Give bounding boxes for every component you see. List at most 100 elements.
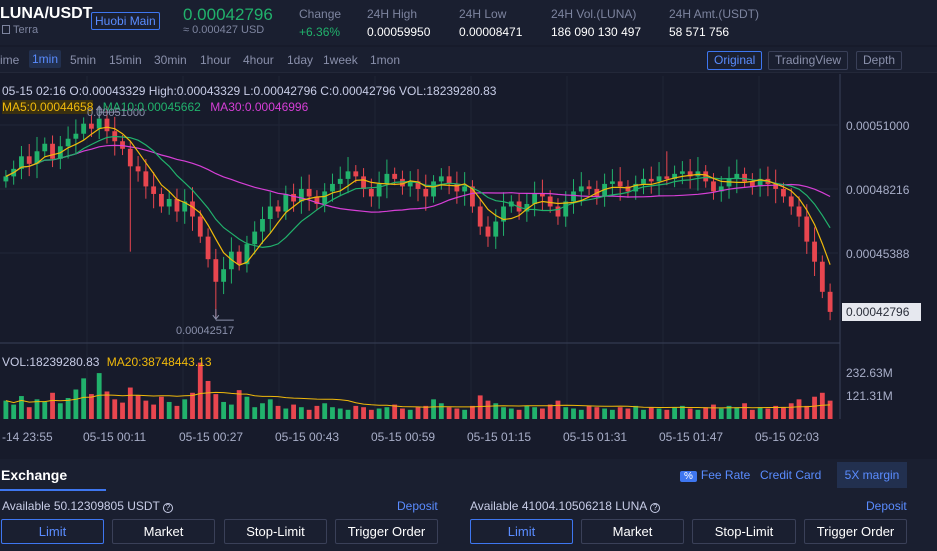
view-depth-button[interactable]: Depth	[856, 51, 903, 70]
candle	[104, 118, 110, 132]
candle	[345, 171, 351, 179]
volume-bar	[788, 403, 794, 419]
interval-5min[interactable]: 5min	[70, 53, 97, 67]
network-name: Terra	[13, 24, 39, 36]
volume-bar	[656, 408, 662, 419]
volume-bar	[648, 407, 654, 419]
volume-bar	[158, 396, 164, 419]
buy-market-tab[interactable]: Market	[112, 519, 215, 544]
market-header	[0, 0, 937, 45]
exchange-panel	[0, 459, 937, 551]
interval-1hour[interactable]: 1hour	[200, 53, 231, 67]
high-marker: 0.00051000	[87, 107, 146, 119]
candle	[625, 186, 631, 192]
interval-time[interactable]: ime	[0, 53, 20, 67]
candle	[81, 123, 87, 134]
candle	[454, 183, 460, 192]
interval-1week[interactable]: 1week	[323, 53, 358, 67]
view-tradingview-button[interactable]: TradingView	[768, 51, 849, 70]
volume-bar	[578, 409, 584, 419]
low-marker: 0.00042517	[176, 325, 235, 337]
candle	[260, 219, 265, 232]
volume-bar	[687, 408, 693, 419]
stat-value: 0.00008471	[459, 25, 523, 39]
interval-1day[interactable]: 1day	[287, 53, 314, 67]
fee-rate-link[interactable]: % Fee Rate	[680, 468, 750, 482]
volume-bar	[3, 400, 9, 419]
exchange-tab[interactable]: Exchange	[0, 459, 106, 491]
vol-ma20-label: MA20:38748443.13	[106, 355, 212, 369]
volume-bar	[135, 395, 141, 419]
volume-bar	[228, 404, 234, 419]
candle	[205, 236, 211, 260]
volume-bar	[244, 396, 250, 419]
stat-change: Change +6.36%	[299, 7, 341, 39]
ma5-label: MA5:0.00044658	[2, 100, 94, 114]
volume-bar	[213, 394, 219, 419]
candle	[485, 226, 491, 237]
candle	[291, 193, 296, 202]
volume-bar	[446, 407, 452, 419]
interval-15min[interactable]: 15min	[109, 53, 142, 67]
interval-4hour[interactable]: 4hour	[243, 53, 274, 67]
sell-trigger-order-tab[interactable]: Trigger Order	[804, 519, 907, 544]
sell-limit-tab[interactable]: Limit	[470, 519, 573, 544]
interval-1mon[interactable]: 1mon	[370, 53, 401, 67]
volume-bar	[470, 405, 475, 419]
interval-1min[interactable]: 1min	[29, 50, 62, 68]
candle	[330, 183, 335, 192]
x-tick: 05-15 01:47	[659, 430, 724, 444]
volume-bar	[50, 392, 55, 419]
help-icon[interactable]: ?	[162, 503, 173, 513]
candle	[718, 186, 724, 192]
volume-bar	[726, 405, 732, 419]
low-marker-arrow	[212, 309, 234, 321]
interval-30min[interactable]: 30min	[154, 53, 187, 67]
sell-stop-limit-tab[interactable]: Stop-Limit	[692, 519, 796, 544]
volume-bar	[236, 390, 242, 419]
candle	[438, 176, 444, 182]
stat-24h-high: 24H High 0.00059950	[367, 7, 430, 39]
volume-bar	[602, 408, 608, 419]
candle	[275, 206, 281, 212]
view-original-button[interactable]: Original	[707, 51, 763, 70]
deposit-usdt-link[interactable]: Deposit	[397, 499, 438, 513]
candle	[578, 186, 584, 192]
credit-card-link[interactable]: Credit Card	[760, 468, 822, 482]
volume-bar	[392, 404, 398, 419]
deposit-luna-link[interactable]: Deposit	[866, 499, 907, 513]
volume-bar	[594, 407, 600, 419]
volume-bar	[112, 399, 118, 419]
buy-stop-limit-tab[interactable]: Stop-Limit	[224, 519, 327, 544]
buy-limit-tab[interactable]: Limit	[1, 519, 104, 544]
volume-bar	[143, 400, 149, 419]
volume-bar	[267, 399, 273, 419]
volume-bar	[26, 407, 32, 419]
margin-button[interactable]: 5X margin	[837, 462, 907, 488]
volume-bar	[306, 409, 312, 419]
volume-bar	[337, 408, 343, 419]
volume-ma20-line	[5, 391, 831, 409]
buy-trigger-order-tab[interactable]: Trigger Order	[335, 519, 438, 544]
ma10-line	[5, 135, 831, 249]
pair-title[interactable]: LUNA/USDT	[0, 5, 93, 22]
volume-bar	[197, 362, 203, 419]
help-icon[interactable]: ?	[650, 503, 661, 513]
candlestick-chart[interactable]	[0, 74, 937, 459]
candle	[726, 178, 732, 187]
stat-24h-vol: 24H Vol.(LUNA) 186 090 130 497	[551, 7, 641, 39]
candle	[547, 196, 553, 207]
candle	[656, 176, 662, 182]
candle	[34, 151, 40, 164]
candles	[3, 106, 833, 321]
sell-market-tab[interactable]: Market	[581, 519, 684, 544]
candle	[672, 173, 678, 179]
stat-label: 24H Amt.(USDT)	[669, 7, 760, 21]
x-tick: 05-15 02:03	[755, 430, 820, 444]
candle	[3, 176, 9, 182]
candle	[703, 171, 709, 182]
candle	[65, 138, 71, 147]
volume-bar	[205, 380, 211, 419]
volume-bar	[127, 387, 133, 419]
candle	[773, 183, 779, 189]
